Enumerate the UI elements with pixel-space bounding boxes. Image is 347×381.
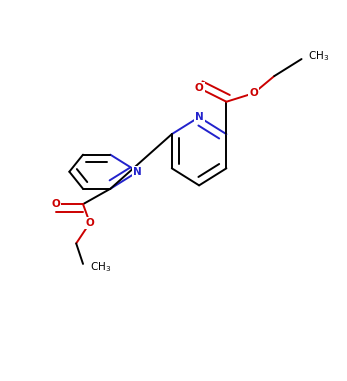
Text: O: O — [85, 218, 94, 228]
Text: N: N — [133, 167, 142, 177]
Text: O: O — [195, 83, 203, 93]
Text: CH$_3$: CH$_3$ — [308, 49, 330, 62]
Text: O: O — [51, 199, 60, 209]
Text: N: N — [195, 112, 203, 122]
Text: CH$_3$: CH$_3$ — [90, 261, 111, 274]
Text: O: O — [249, 88, 258, 98]
